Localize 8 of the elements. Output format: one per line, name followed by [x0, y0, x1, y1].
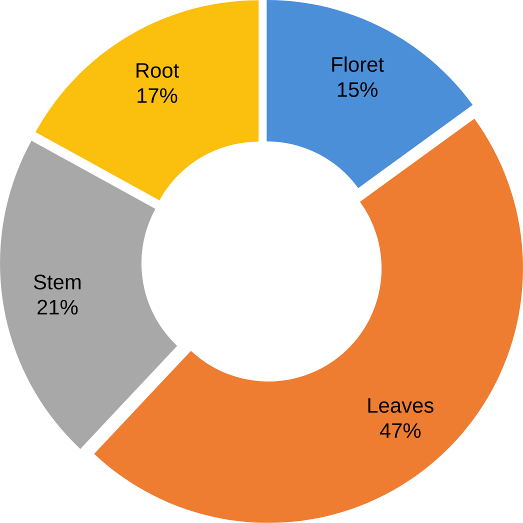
data-label: 21%: [38, 300, 78, 315]
slice-label: Stem: [34, 274, 81, 290]
data-label: 15%: [338, 82, 378, 98]
data-label: 17%: [138, 88, 178, 103]
data-label: 47%: [380, 423, 421, 438]
slice-label: Leaves: [368, 398, 434, 413]
slice-label: Root: [136, 63, 179, 78]
slice-label: Floret: [332, 56, 384, 72]
